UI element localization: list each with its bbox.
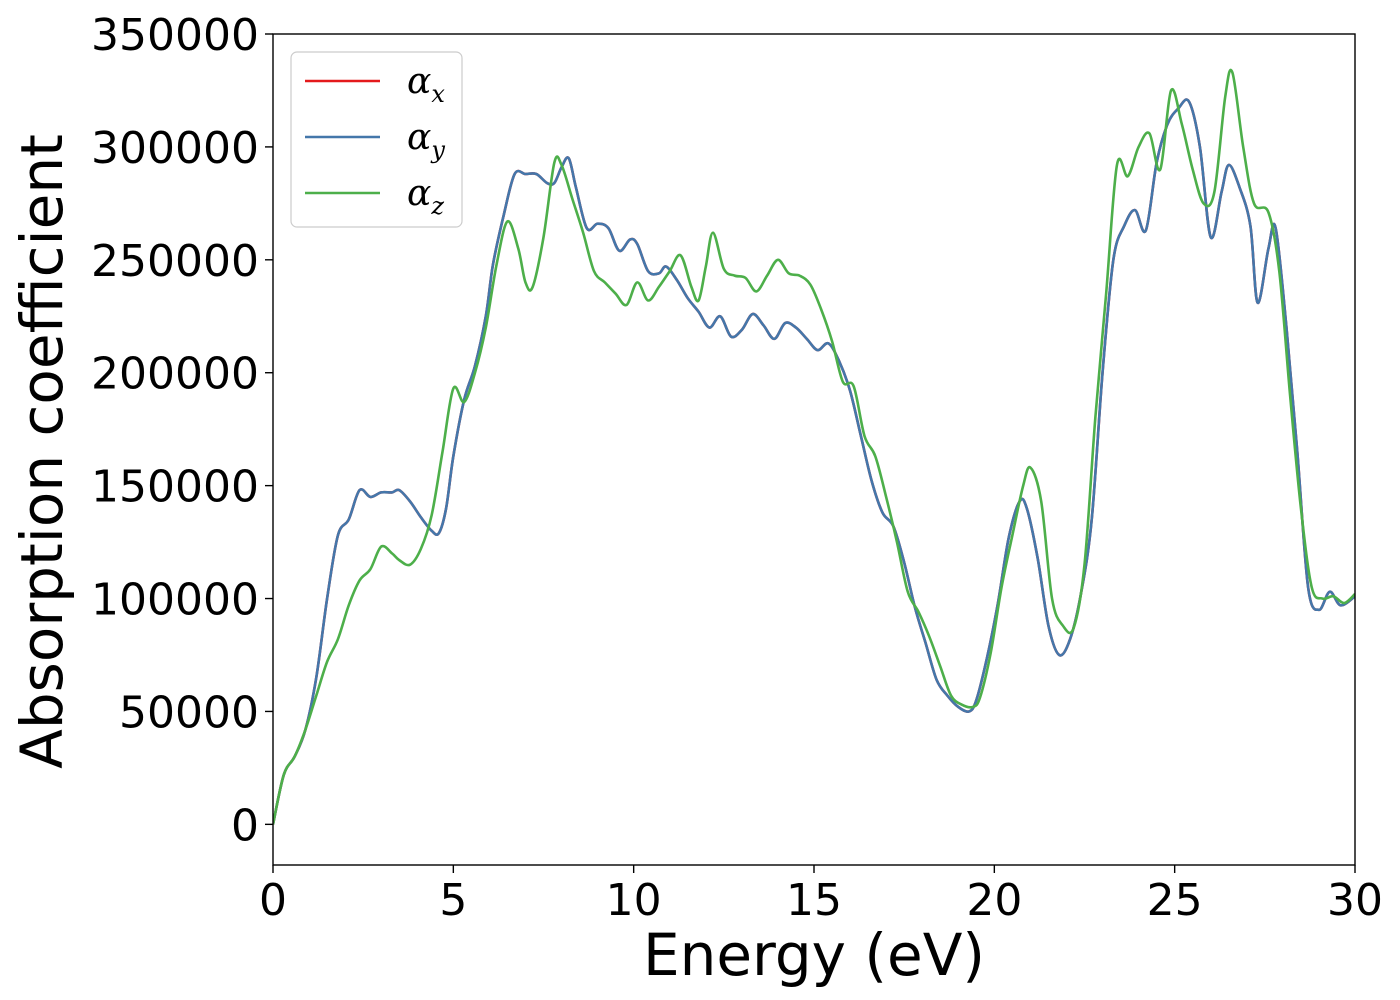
x-tick-label: 5	[439, 875, 467, 926]
legend-symbol: α	[407, 61, 431, 102]
y-axis: 0 50000 100000 150000 200000 250000 300000 3500…	[91, 10, 273, 851]
series-line-y	[273, 98, 1355, 825]
x-tick-label: 25	[1147, 875, 1203, 926]
series-line-z	[273, 68, 1355, 825]
legend-symbol: α	[407, 173, 431, 214]
legend-subscript: y	[430, 136, 445, 164]
x-tick-label: 10	[606, 875, 662, 926]
y-tick-label: 200000	[91, 349, 259, 400]
y-tick-label: 150000	[91, 462, 259, 513]
x-tick-label: 15	[786, 875, 842, 926]
y-tick-label: 0	[231, 800, 259, 851]
y-tick-label: 100000	[91, 575, 259, 626]
x-axis-title: Energy (eV)	[643, 921, 985, 989]
series-layer	[273, 68, 1355, 825]
legend-symbol: α	[407, 117, 431, 158]
legend-box	[290, 51, 463, 228]
legend-label-y: αy	[407, 117, 445, 164]
x-tick-label: 20	[966, 875, 1022, 926]
y-tick-label: 250000	[91, 236, 259, 287]
y-tick-label: 350000	[91, 10, 259, 61]
y-axis-title: Absorption coefficient	[8, 134, 76, 769]
legend-label-z: αz	[407, 173, 444, 220]
y-tick-label: 50000	[119, 687, 259, 738]
x-tick-label: 0	[259, 875, 287, 926]
x-axis: 0 5 10 15 20 25 30	[259, 865, 1383, 926]
x-tick-label: 30	[1327, 875, 1383, 926]
legend-subscript: z	[430, 192, 444, 220]
legend-subscript: x	[431, 80, 445, 108]
y-tick-label: 300000	[91, 123, 259, 174]
legend-label-x: αx	[407, 61, 445, 108]
